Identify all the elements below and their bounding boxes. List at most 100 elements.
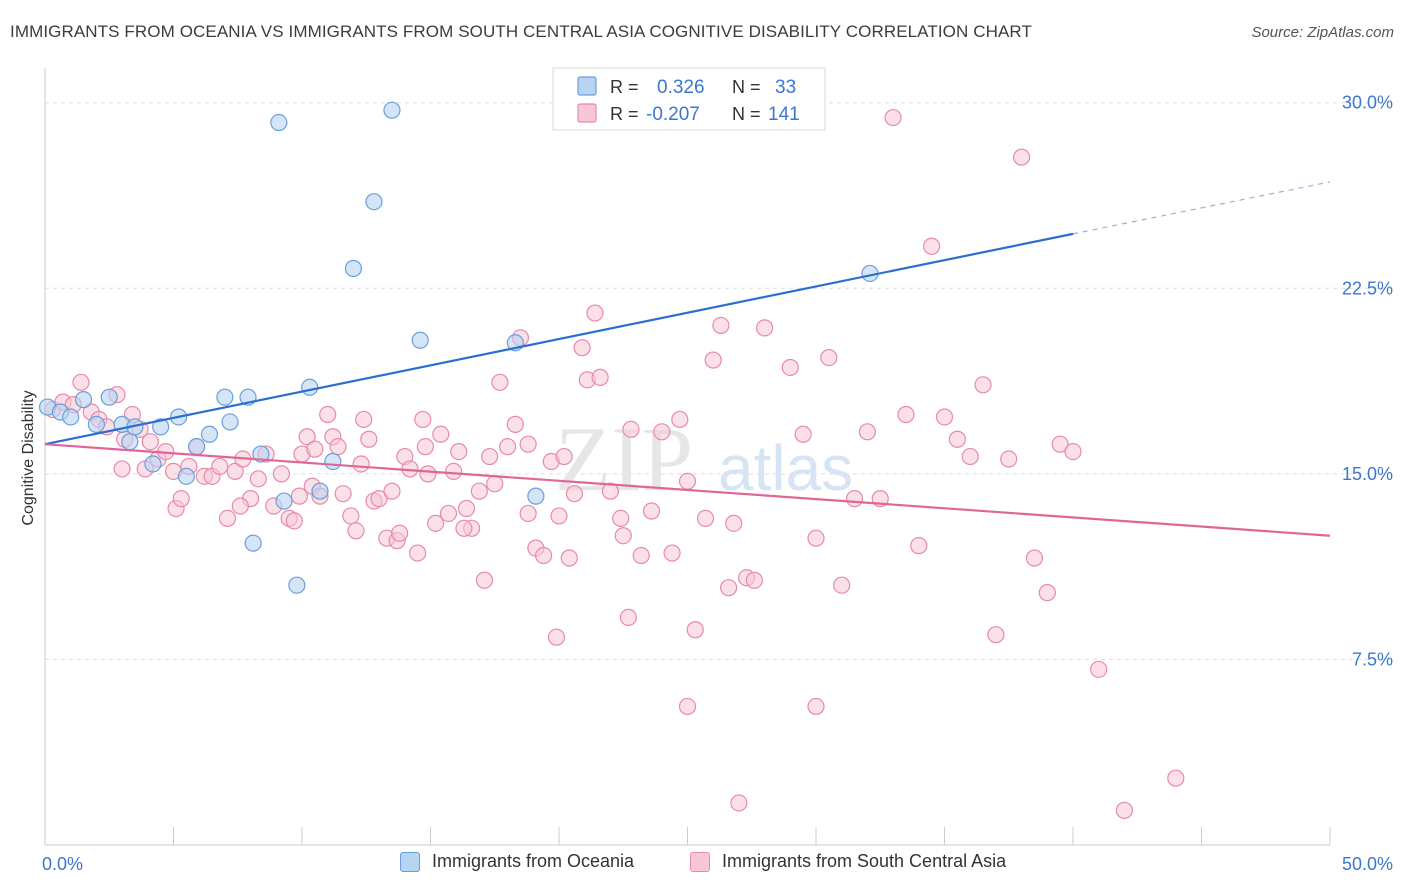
sca-point-102 <box>794 425 812 443</box>
oceania-point-7 <box>121 433 139 451</box>
legend-n-label-2: N = <box>732 104 761 124</box>
sca-point-87 <box>642 502 661 520</box>
sca-point-111 <box>910 537 928 555</box>
legend-n-label-1: N = <box>732 77 761 97</box>
sca-point-140 <box>519 435 537 453</box>
sca-point-78 <box>573 339 591 357</box>
y-tick-label-0: 7.5% <box>1352 649 1393 669</box>
sca-point-66 <box>491 373 509 391</box>
sca-point-120 <box>1025 549 1044 567</box>
legend-r-value-2: -0.207 <box>646 104 700 125</box>
sca-point-80 <box>586 304 604 322</box>
sca-point-53 <box>414 410 432 429</box>
sca-point-138 <box>355 410 373 429</box>
oceania-point-18 <box>244 534 262 552</box>
sca-point-22 <box>211 457 229 476</box>
sca-point-27 <box>249 470 267 488</box>
sca-point-70 <box>519 504 537 523</box>
sca-point-116 <box>974 376 992 394</box>
sca-point-117 <box>987 626 1005 644</box>
sca-point-139 <box>416 438 434 456</box>
sca-point-72 <box>534 546 553 565</box>
sca-point-67 <box>499 438 517 456</box>
sca-point-101 <box>781 358 799 377</box>
sca-trend-line <box>44 443 1331 537</box>
series-legend: Immigrants from Oceania Immigrants from … <box>0 851 1406 879</box>
oceania-points <box>38 101 879 594</box>
legend-r-label-2: R = <box>610 104 639 124</box>
oceania-point-14 <box>200 425 219 443</box>
sca-point-62 <box>470 482 488 500</box>
sca-point-114 <box>948 430 966 448</box>
sca-point-125 <box>1115 801 1134 819</box>
sca-point-63 <box>475 571 494 589</box>
legend-n-value-1: 33 <box>775 77 796 98</box>
sca-point-55 <box>427 514 445 532</box>
sca-point-94 <box>704 351 722 369</box>
sca-point-128 <box>614 527 632 545</box>
legend-swatch-oceania <box>400 851 420 872</box>
sca-point-75 <box>555 447 573 466</box>
sca-point-113 <box>935 408 954 426</box>
oceania-point-12 <box>177 467 195 485</box>
sca-point-23 <box>218 509 237 528</box>
oceania-point-21 <box>275 492 293 510</box>
sca-point-124 <box>1090 660 1108 678</box>
sca-point-99 <box>745 571 763 589</box>
oceania-point-16 <box>221 413 239 431</box>
sca-point-42 <box>347 522 365 540</box>
sca-point-106 <box>845 490 864 508</box>
sca-point-88 <box>653 423 671 441</box>
sca-point-135 <box>231 497 249 515</box>
legend-item-south-central-asia: Immigrants from South Central Asia <box>690 851 1006 872</box>
source-credit: Source: ZipAtlas.com <box>1251 24 1394 41</box>
oceania-point-24 <box>311 482 329 500</box>
sca-point-110 <box>897 405 915 424</box>
sca-point-65 <box>486 475 504 493</box>
legend-n-value-2: 141 <box>768 104 800 125</box>
sca-point-57 <box>439 504 458 523</box>
oceania-point-31 <box>527 487 545 505</box>
sca-point-96 <box>720 579 738 597</box>
sca-point-127 <box>678 697 697 716</box>
sca-point-83 <box>612 509 630 528</box>
y-tick-label-1: 15.0% <box>1342 464 1393 484</box>
sca-point-97 <box>730 794 748 812</box>
sca-point-133 <box>550 507 568 525</box>
sca-point-85 <box>622 420 640 438</box>
oceania-point-19 <box>252 445 270 463</box>
sca-point-41 <box>342 507 360 525</box>
sca-point-89 <box>663 544 681 562</box>
sca-point-12 <box>141 433 159 451</box>
sca-point-74 <box>547 628 566 646</box>
oceania-point-29 <box>411 331 429 349</box>
oceania-point-25 <box>324 452 342 471</box>
sca-point-86 <box>632 546 650 565</box>
sca-point-115 <box>961 447 979 466</box>
sca-point-91 <box>678 472 697 490</box>
sca-point-37 <box>319 405 337 424</box>
sca-point-48 <box>383 482 401 500</box>
legend-sca-swatch <box>577 103 597 123</box>
sca-point-95 <box>712 316 730 335</box>
sca-point-119 <box>1012 148 1031 166</box>
sca-point-107 <box>858 423 877 441</box>
sca-point-40 <box>334 485 352 503</box>
sca-point-43 <box>352 455 370 473</box>
sca-point-93 <box>696 509 715 528</box>
sca-point-126 <box>1167 769 1185 787</box>
grid-lines <box>45 102 1392 660</box>
sca-point-56 <box>432 425 450 443</box>
oceania-point-3 <box>74 391 93 409</box>
sca-point-100 <box>755 319 774 337</box>
sca-point-129 <box>725 514 743 532</box>
sca-point-81 <box>591 368 609 386</box>
legend-label-south-central-asia: Immigrants from South Central Asia <box>722 851 1007 871</box>
y-axis-title: Cognitive Disability <box>20 390 37 525</box>
sca-point-130 <box>306 440 324 458</box>
sca-point-52 <box>409 544 427 562</box>
sca-point-64 <box>481 447 499 466</box>
sca-point-105 <box>833 576 851 594</box>
oceania-point-27 <box>365 193 383 211</box>
